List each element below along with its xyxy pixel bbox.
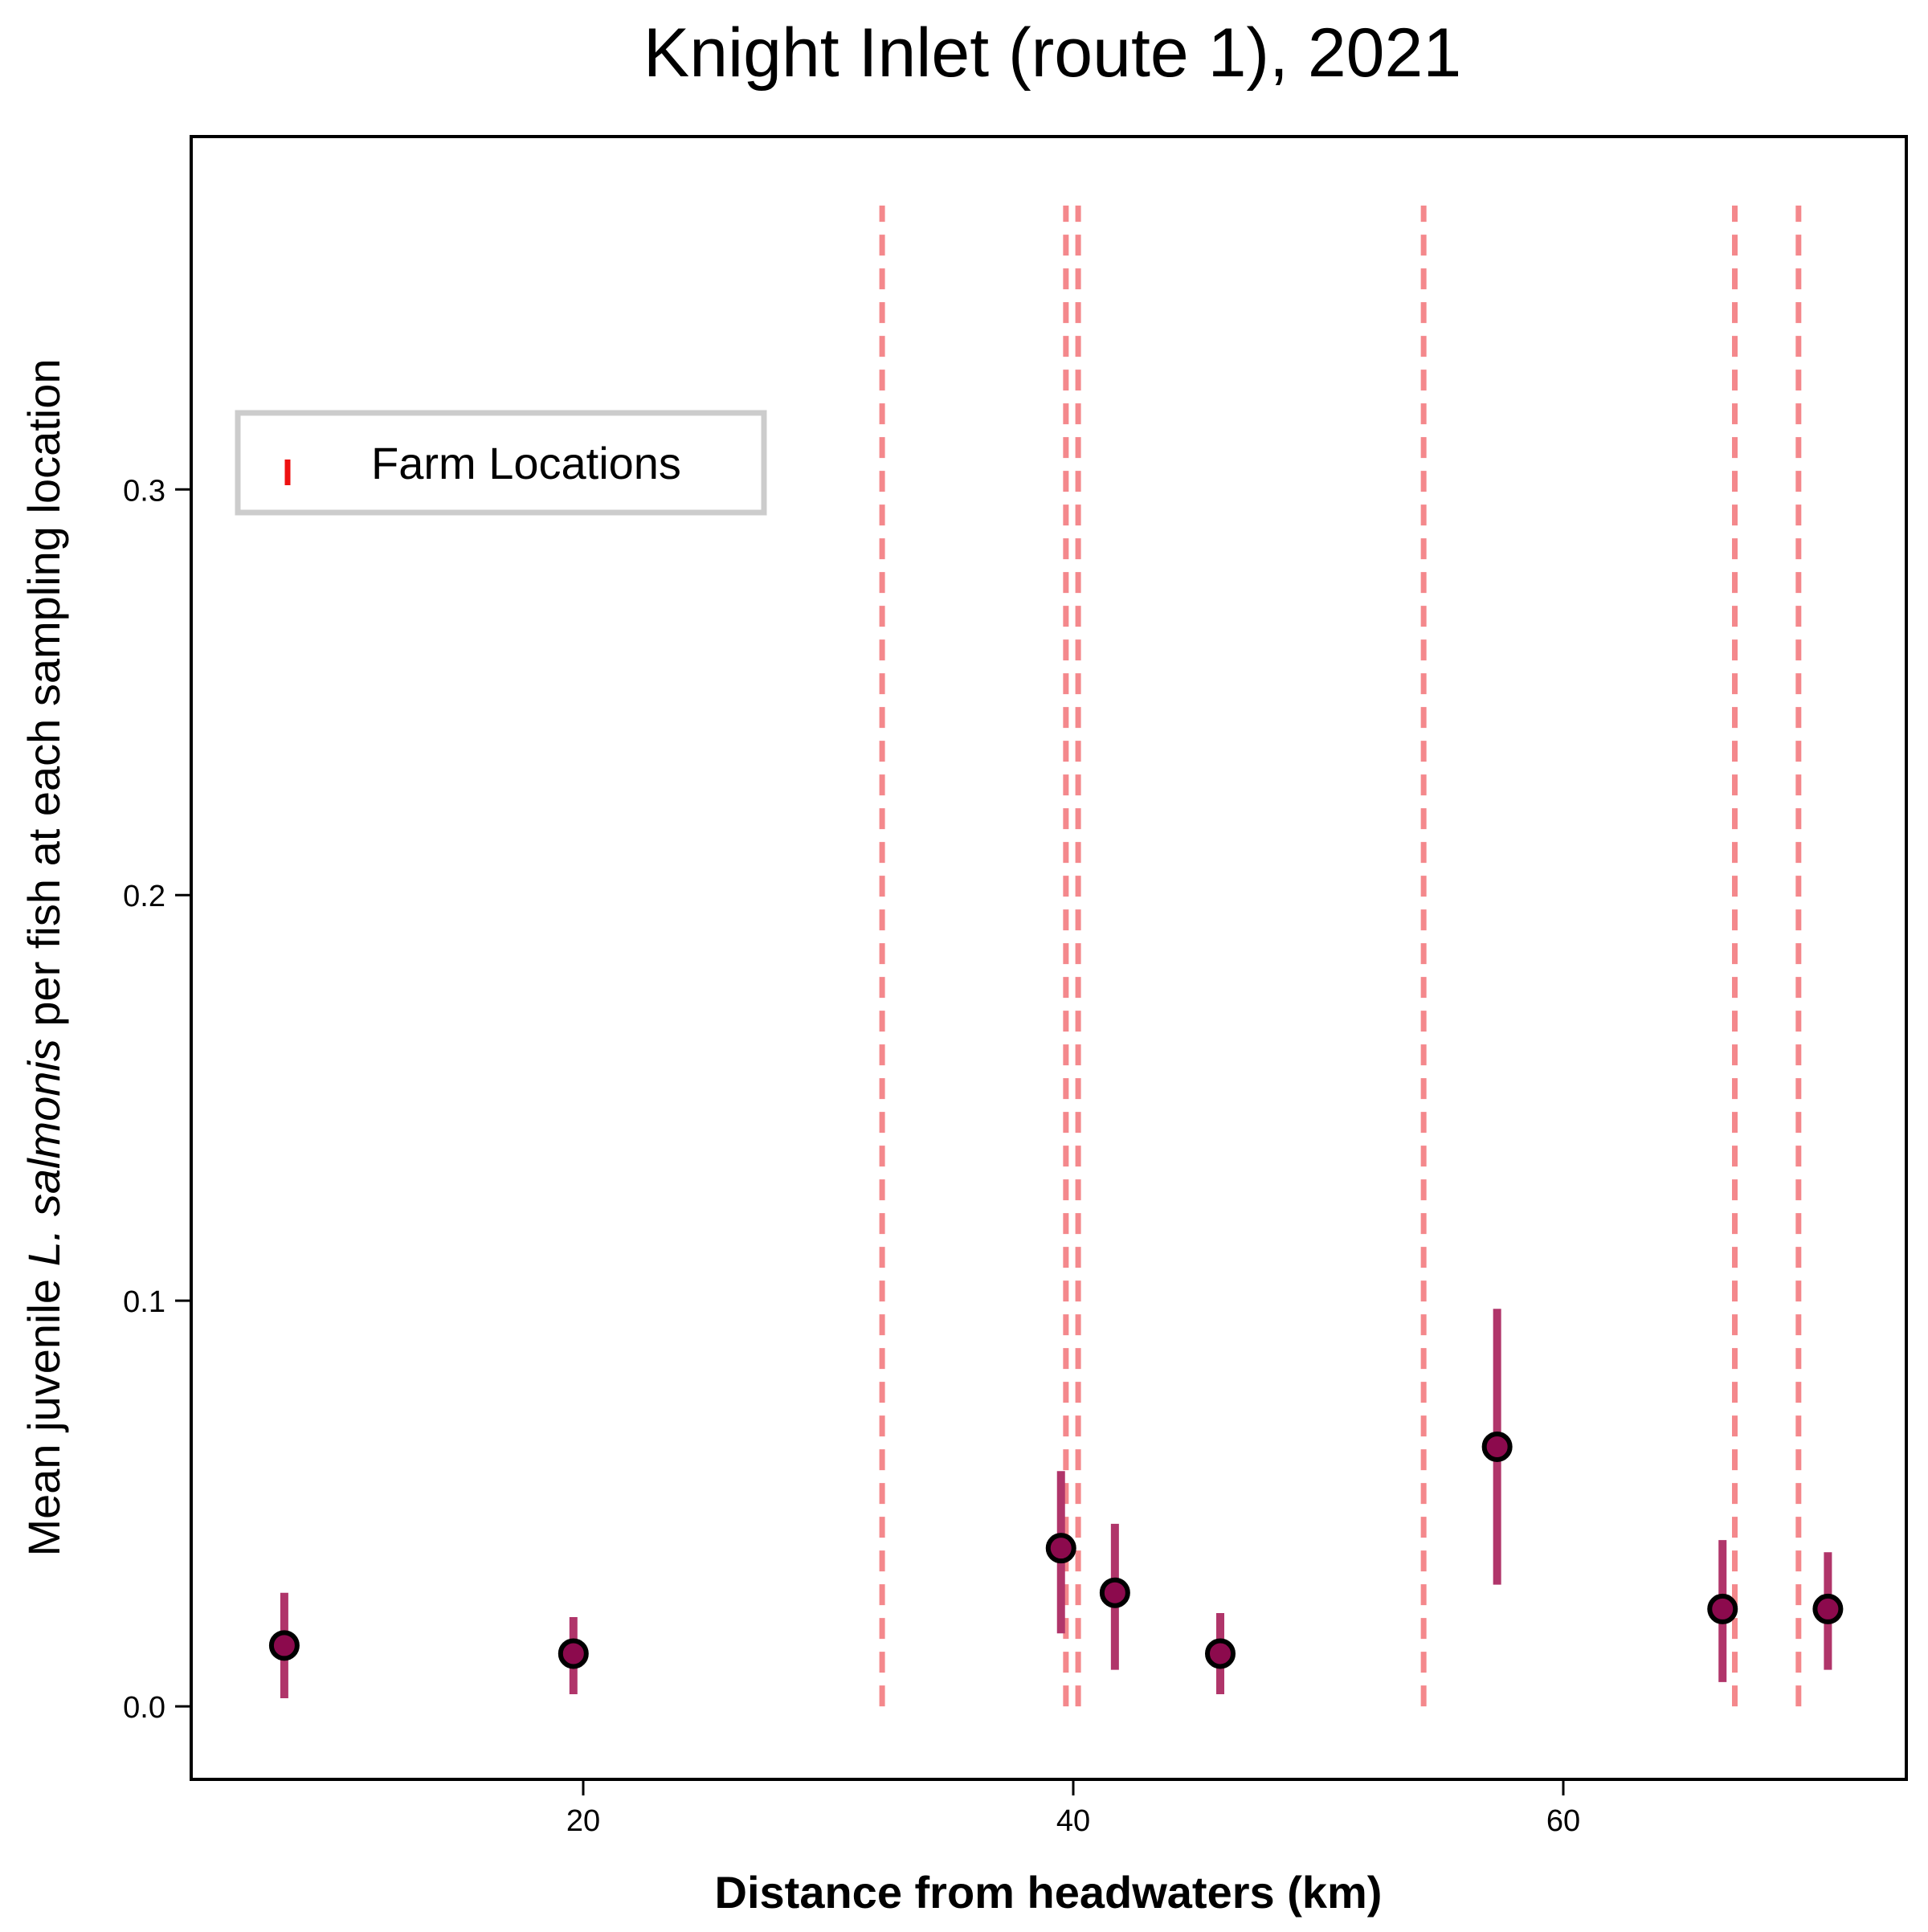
chart-title: Knight Inlet (route 1), 2021	[643, 14, 1461, 92]
y-axis-label-end: per fish at each sampling location	[18, 358, 69, 1039]
y-axis-label-start: Mean juvenile	[18, 1266, 69, 1556]
x-axis-label: Distance from headwaters (km)	[715, 1867, 1383, 1918]
x-tick-label-20: 20	[566, 1804, 600, 1838]
data-point-7	[1707, 1593, 1738, 1624]
x-axis-ticks: 20 40 60	[566, 1779, 1580, 1838]
data-point-3	[1045, 1533, 1076, 1564]
legend-frame	[235, 410, 767, 516]
data-point-8	[1812, 1593, 1844, 1624]
legend: Farm Locations	[235, 410, 767, 516]
x-tick-label-60: 60	[1546, 1804, 1580, 1838]
y-axis-label-species: L. salmonis	[18, 1039, 69, 1266]
y-tick-label-0.2: 0.2	[123, 880, 165, 913]
y-tick-label-0.1: 0.1	[123, 1285, 165, 1319]
plot-area-frame	[190, 135, 1908, 1781]
data-point-6	[1481, 1431, 1513, 1462]
y-axis-ticks: 0.0 0.1 0.2 0.3	[123, 474, 191, 1725]
data-point-2	[558, 1638, 589, 1669]
farm-location-lines	[879, 205, 1802, 1707]
error-bars	[280, 1309, 1832, 1699]
legend-label-farm-locations: Farm Locations	[371, 438, 681, 488]
data-point-1	[268, 1630, 300, 1661]
y-tick-label-0.0: 0.0	[123, 1691, 165, 1725]
data-point-5	[1205, 1638, 1236, 1669]
y-axis-label: Mean juvenile L. salmonis per fish at ea…	[18, 358, 69, 1556]
x-tick-label-40: 40	[1056, 1804, 1090, 1838]
y-tick-label-0.3: 0.3	[123, 474, 165, 508]
data-point-4	[1099, 1577, 1130, 1608]
data-points	[268, 1431, 1844, 1669]
